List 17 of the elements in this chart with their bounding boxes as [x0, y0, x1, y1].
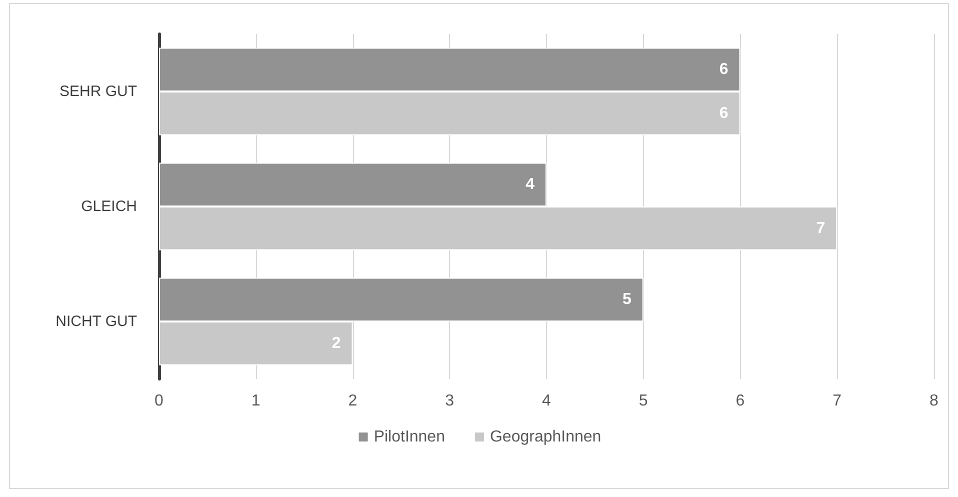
data-label: 4 — [526, 176, 535, 194]
x-tick-label: 8 — [930, 392, 939, 410]
x-tick-label: 7 — [832, 392, 842, 410]
x-tick-label: 5 — [638, 392, 648, 410]
data-label: 6 — [719, 61, 728, 78]
x-tick-label: 6 — [736, 392, 745, 410]
x-tick-label: 0 — [154, 392, 164, 410]
y-tick-label: NICHT GUT — [56, 313, 137, 330]
x-tick-label: 3 — [445, 392, 454, 410]
x-tick-label: 4 — [542, 392, 552, 410]
x-tick-label: 1 — [251, 392, 260, 410]
y-tick-label: SEHR GUT — [59, 83, 137, 100]
legend-label: GeographInnen — [490, 428, 602, 446]
data-label: 5 — [622, 291, 632, 308]
y-tick-label: GLEICH — [81, 198, 137, 215]
x-tick-label: 2 — [348, 392, 358, 410]
legend-label: PilotInnen — [374, 428, 445, 446]
